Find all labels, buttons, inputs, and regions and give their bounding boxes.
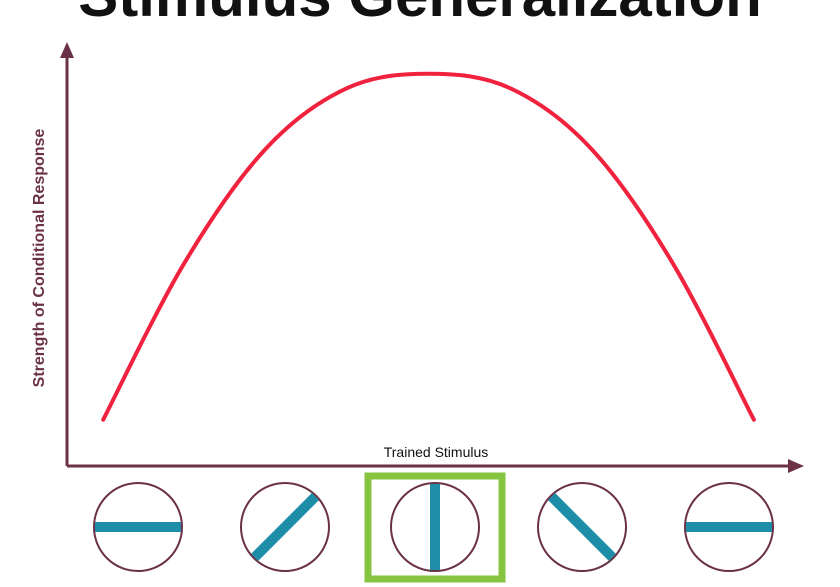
stimulus-5-horizontal <box>684 482 774 572</box>
x-axis-arrowhead <box>788 459 804 473</box>
series-points <box>101 72 756 422</box>
stimulus-bar <box>548 493 616 561</box>
stimulus-4-diagonal-left <box>537 482 627 572</box>
data-point-4 <box>427 72 431 76</box>
trained-stimulus-highlight <box>364 472 506 583</box>
data-point-6 <box>589 147 593 151</box>
x-axis-label: Trained Stimulus <box>384 444 489 460</box>
data-point-2 <box>264 147 268 151</box>
data-point-7 <box>671 261 675 265</box>
stimulus-3-vertical <box>364 472 506 583</box>
stimulus-bar <box>251 493 319 561</box>
stimulus-2-diagonal-right <box>240 482 330 572</box>
axes <box>60 42 804 473</box>
stimulus-row <box>93 472 774 583</box>
series-curve <box>101 71 756 422</box>
chart-title: Stimulus Generalization <box>78 0 761 29</box>
data-point-0 <box>101 418 105 422</box>
stimulus-1-horizontal <box>93 482 183 572</box>
data-point-3 <box>345 86 349 90</box>
data-point-1 <box>182 261 186 265</box>
data-point-5 <box>508 86 512 90</box>
y-axis-arrowhead <box>60 42 74 58</box>
y-axis-label: Strength of Conditional Response <box>31 129 48 388</box>
data-point-8 <box>752 418 756 422</box>
